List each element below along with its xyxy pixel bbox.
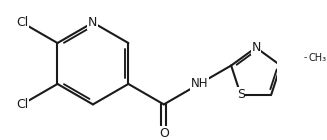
Text: —: —	[303, 53, 312, 62]
Text: Cl: Cl	[16, 98, 28, 111]
Text: S: S	[237, 88, 245, 101]
Text: NH: NH	[191, 77, 208, 90]
Text: Cl: Cl	[16, 16, 28, 29]
Text: O: O	[159, 127, 169, 140]
Text: N: N	[88, 16, 98, 29]
Text: N: N	[251, 41, 261, 54]
Text: CH₃: CH₃	[308, 53, 326, 63]
